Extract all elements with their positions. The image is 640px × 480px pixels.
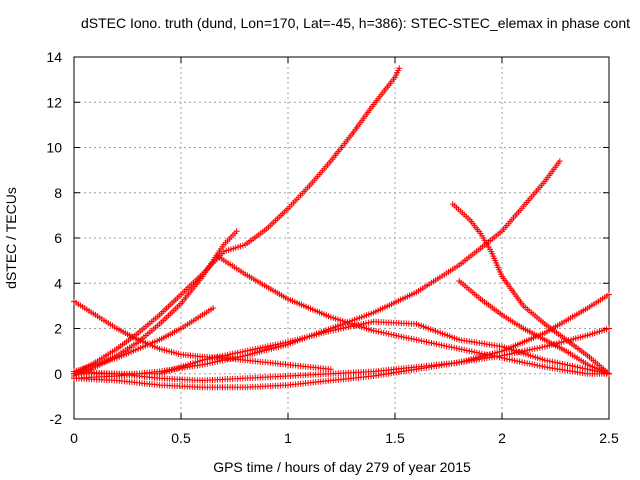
y-tick-label: 0 [54,366,62,382]
y-tick-labels: -2 0 2 4 6 8 10 12 14 [46,49,62,427]
series-10 [449,201,612,377]
y-tick-label: 10 [46,140,62,156]
x-tick-label: 1 [284,430,292,446]
series-6 [214,253,612,377]
series-8 [71,318,612,377]
series-9 [71,291,612,391]
y-tick-label: 12 [46,94,62,110]
x-tick-label: 1.5 [385,430,405,446]
chart-title: dSTEC Iono. truth (dund, Lon=170, Lat=-4… [81,15,630,31]
x-tick-label: 0.5 [171,430,191,446]
y-tick-label: 8 [54,185,62,201]
y-tick-label: 6 [54,230,62,246]
data-point-markers [449,201,612,377]
series-5 [71,298,334,373]
x-tick-label: 2 [498,430,506,446]
grid [74,57,609,419]
x-tick-labels: 0 0.5 1 1.5 2 2.5 [70,430,619,446]
y-tick-label: 2 [54,321,62,337]
x-tick-label: 2.5 [599,430,619,446]
data-point-markers [456,278,612,377]
data-point-markers [71,298,334,373]
data-point-markers [214,253,612,377]
x-tick-label: 0 [70,430,78,446]
series-11 [456,278,612,377]
x-axis-title: GPS time / hours of day 279 of year 2015 [213,459,471,475]
y-tick-label: 4 [54,275,62,291]
y-tick-label: 14 [46,49,62,65]
series-4 [71,158,563,382]
data-point-markers [71,291,612,391]
y-axis-title: dSTEC / TECUs [3,187,19,289]
data-point-markers [71,158,563,382]
data-series [71,65,612,391]
data-point-markers [71,318,612,377]
y-tick-label: -2 [50,411,63,427]
